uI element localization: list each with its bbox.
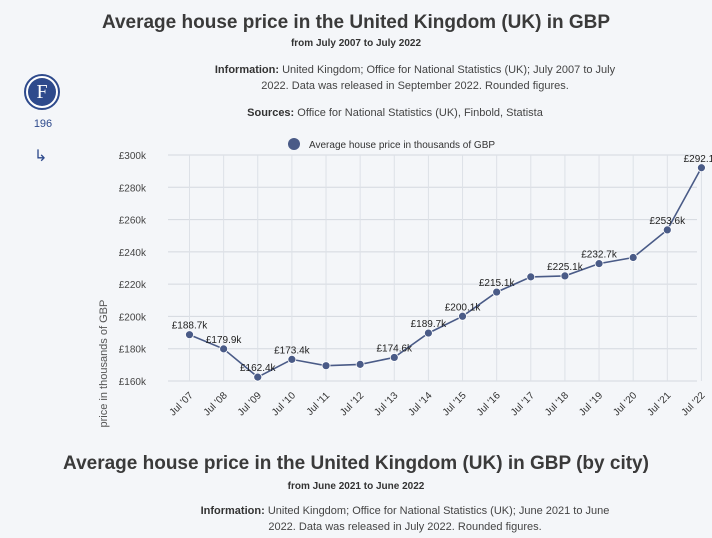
data-point [628, 253, 638, 262]
y-tick-label: £280k [119, 183, 147, 194]
data-label: £292.1k [684, 154, 712, 165]
x-axis-ticks: Jul '07 Jul '08 Jul '09 Jul '10 Jul '11 Jul '… [168, 390, 708, 418]
sources-text: Office for National Statistics (UK), Fin… [297, 107, 543, 119]
y-tick-label: £200k [119, 312, 147, 323]
y-tick-label: £300k [119, 151, 147, 162]
x-tick-label: Jul '13 [372, 390, 400, 418]
data-label: £188.7k [172, 321, 209, 332]
second-chart-subtitle: from June 2021 to June 2022 [287, 481, 425, 492]
chart-subtitle: from July 2007 to July 2022 [290, 38, 422, 49]
data-point [697, 163, 706, 173]
data-point [185, 330, 194, 340]
share-count: 196 [33, 118, 53, 130]
series-line [189, 167, 703, 379]
chart-title: Average house price in the United Kingdo… [101, 12, 611, 33]
data-label: £200.1k [445, 302, 482, 313]
data-point [526, 272, 536, 282]
data-label: £173.4k [274, 345, 311, 356]
x-tick-label: Jul '22 [680, 390, 708, 418]
second-chart-title: Average house price in the United Kingdo… [63, 453, 649, 474]
data-point [219, 344, 229, 354]
data-label: £215.1k [479, 278, 516, 289]
data-label: £253.6k [650, 216, 687, 227]
y-tick-label: £180k [119, 345, 147, 356]
data-point [321, 361, 331, 371]
data-label: £232.7k [581, 250, 618, 261]
chart-grid [168, 154, 702, 382]
chart-legend[interactable]: Average house price in thousands of GBP [288, 138, 495, 151]
data-label: £174.6k [376, 343, 413, 354]
share-arrow-icon[interactable]: ↳ [34, 148, 48, 165]
y-axis-label: House price in thousands of GBP [98, 300, 110, 430]
chart-information: Information: United Kingdom; Office for … [200, 62, 630, 94]
data-label: £189.7k [411, 319, 448, 330]
x-tick-label: Jul '09 [236, 390, 264, 418]
y-tick-label: £240k [119, 248, 147, 259]
data-point [424, 328, 433, 338]
data-point [355, 359, 365, 369]
data-point [594, 259, 604, 269]
data-point [287, 354, 297, 364]
x-tick-label: Jul '20 [611, 390, 639, 418]
x-tick-label: Jul '11 [305, 390, 333, 418]
x-tick-label: Jul '10 [270, 390, 298, 418]
data-point [389, 353, 399, 362]
data-label: £162.4k [240, 363, 277, 374]
sources-label: Sources: [247, 107, 295, 119]
x-tick-label: Jul '07 [168, 390, 196, 418]
x-tick-label: Jul '16 [475, 390, 503, 418]
finbold-logo[interactable]: F [24, 74, 60, 110]
line-chart: Average house price in thousands of GBP … [98, 138, 712, 430]
data-point [560, 271, 570, 281]
information-label: Information: [214, 64, 280, 76]
x-tick-label: Jul '18 [543, 390, 571, 418]
data-point [458, 311, 467, 321]
data-point [492, 287, 502, 297]
data-label: £179.9k [206, 335, 243, 346]
second-chart-information: Information: United Kingdom; Office for … [190, 503, 620, 535]
second-information-label: Information: [200, 505, 265, 517]
legend-marker [288, 138, 300, 150]
y-tick-label: £220k [119, 280, 147, 291]
information-text: United Kingdom; Office for National Stat… [261, 64, 616, 92]
data-labels: £188.7k £179.9k £162.4k £173.4k £174.6k £189.… [172, 154, 712, 374]
x-tick-label: Jul '19 [577, 390, 605, 418]
logo-letter: F [28, 78, 56, 106]
y-tick-label: £160k [119, 377, 147, 388]
data-point [662, 225, 672, 235]
x-tick-label: Jul '14 [407, 390, 435, 418]
x-tick-label: Jul '21 [645, 390, 673, 418]
second-information-text: United Kingdom; Office for National Stat… [267, 505, 610, 533]
data-label: £225.1k [547, 262, 584, 273]
y-axis-ticks: £160k £180k £200k £220k £240k £260k £280k £300k [119, 151, 147, 388]
x-tick-label: Jul '12 [338, 390, 366, 418]
chart-sources: Sources: Office for National Statistics … [180, 105, 610, 121]
data-point [253, 372, 263, 382]
data-points [185, 163, 706, 382]
x-tick-label: Jul '17 [509, 390, 537, 418]
x-tick-label: Jul '15 [441, 390, 469, 418]
x-tick-label: Jul '08 [202, 390, 230, 418]
legend-label: Average house price in thousands of GBP [309, 140, 495, 151]
y-tick-label: £260k [119, 216, 147, 227]
